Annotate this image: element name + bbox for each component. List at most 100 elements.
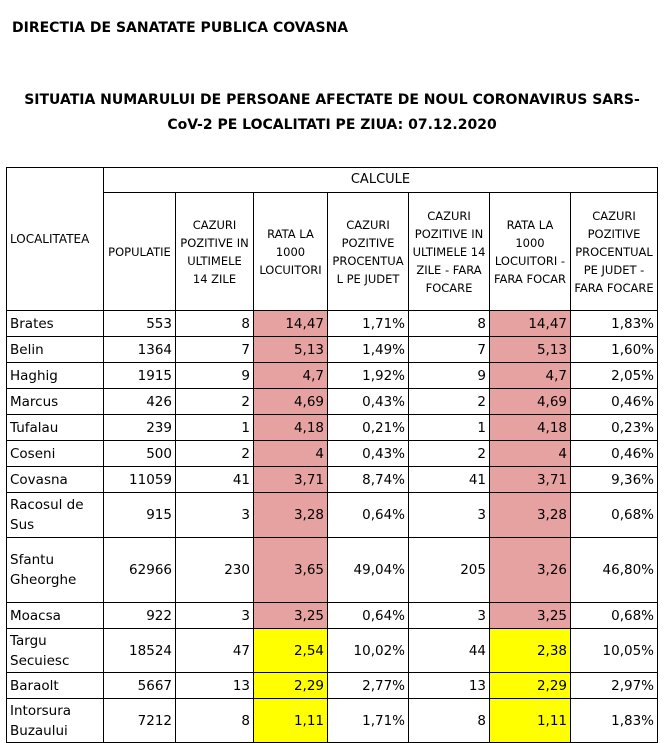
subtitle: SITUATIA NUMARULUI DE PERSOANE AFECTATE … — [0, 88, 664, 138]
cell: CAZURI POZITIVE IN ULTIMELE 14 ZILE — [175, 192, 254, 311]
cell: Coseni — [6, 440, 104, 467]
cell: Baraolt — [6, 672, 104, 699]
cell: 0,43% — [327, 388, 409, 415]
cell: 239 — [103, 414, 176, 441]
group-header-row: LOCALITATEA CALCULE — [6, 167, 658, 311]
cell: 18524 — [103, 628, 176, 673]
title: DIRECTIA DE SANATATE PUBLICA COVASNA — [12, 20, 349, 36]
cell: 5,13 — [489, 336, 571, 363]
cell: 4 — [253, 440, 328, 467]
cell: 4,18 — [489, 414, 571, 441]
cell: 3 — [408, 602, 490, 629]
cell: 1,11 — [253, 698, 328, 743]
cell: 2 — [175, 440, 254, 467]
cell: 0,43% — [327, 440, 409, 467]
cell: 3,28 — [489, 492, 571, 538]
cell: 2,05% — [570, 362, 658, 389]
subtitle-line: SITUATIA NUMARULUI DE PERSOANE AFECTATE … — [24, 92, 640, 108]
cell: 0,64% — [327, 602, 409, 629]
cell: Belin — [6, 336, 104, 363]
cell: 0,68% — [570, 492, 658, 538]
cell: Marcus — [6, 388, 104, 415]
cell: 1,71% — [327, 310, 409, 337]
cell: 10,05% — [570, 628, 658, 673]
cell: 14,47 — [489, 310, 571, 337]
data-row: Brates 553 8 14,47 1,71% 8 14,47 1,83% — [6, 310, 658, 337]
cell: 2,77% — [327, 672, 409, 699]
cell: 3 — [175, 492, 254, 538]
cell: 9 — [408, 362, 490, 389]
cell: 8,74% — [327, 466, 409, 493]
cell: 922 — [103, 602, 176, 629]
cell: Sfantu Gheorghe — [6, 537, 104, 603]
cell: 9 — [175, 362, 254, 389]
cell: 1 — [175, 414, 254, 441]
cell: Intorsura Buzaului — [6, 698, 104, 743]
cell: RATA LA 1000 LOCUITORI - FARA FOCAR — [489, 192, 571, 311]
cell: 3,28 — [253, 492, 328, 538]
cell: RATA LA 1000 LOCUITORI — [253, 192, 328, 311]
cell: LOCALITATEA — [6, 167, 104, 311]
cell: 1,11 — [489, 698, 571, 743]
cell: 0,21% — [327, 414, 409, 441]
cell: 62966 — [103, 537, 176, 603]
cell: 13 — [175, 672, 254, 699]
cell: 915 — [103, 492, 176, 538]
data-row: Haghig 1915 9 4,7 1,92% 9 4,7 2,05% — [6, 362, 658, 389]
cell: 3,25 — [253, 602, 328, 629]
cell: 1 — [408, 414, 490, 441]
cell: 3,25 — [489, 602, 571, 629]
cell: 8 — [408, 310, 490, 337]
cell: 8 — [175, 310, 254, 337]
data-row: Coseni 500 2 4 0,43% 2 4 0,46% — [6, 440, 658, 467]
cell: 41 — [408, 466, 490, 493]
cell: 1,60% — [570, 336, 658, 363]
cell: 2,29 — [253, 672, 328, 699]
cell: 5,13 — [253, 336, 328, 363]
cell: Brates — [6, 310, 104, 337]
cell: 2,54 — [253, 628, 328, 673]
cell: 1,71% — [327, 698, 409, 743]
data-row: Racosul de Sus 915 3 3,28 0,64% 3 3,28 0,68% — [6, 492, 658, 538]
cell: CALCULE — [103, 167, 658, 193]
data-row: Moacsa 922 3 3,25 0,64% 3 3,25 0,68% — [6, 602, 658, 629]
data-row: Tufalau 239 1 4,18 0,21% 1 4,18 0,23% — [6, 414, 658, 441]
cell: 500 — [103, 440, 176, 467]
cell: 0,46% — [570, 388, 658, 415]
cell: 9,36% — [570, 466, 658, 493]
header-row: POPULATIE CAZURI POZITIVE IN ULTIMELE 14 … — [7, 192, 658, 311]
cell: 3 — [408, 492, 490, 538]
cell: 4,7 — [489, 362, 571, 389]
cell: Covasna — [6, 466, 104, 493]
cell: 1,83% — [570, 310, 658, 337]
cell: 2,97% — [570, 672, 658, 699]
data-row: Covasna 11059 41 3,71 8,74% 41 3,71 9,36% — [6, 466, 658, 493]
cell: 0,68% — [570, 602, 658, 629]
cell: 0,46% — [570, 440, 658, 467]
cell: 2 — [408, 388, 490, 415]
cell: CAZURI POZITIVE PROCENTUA L PE JUDET — [327, 192, 409, 311]
cell: 3,26 — [489, 537, 571, 603]
cell: 1,83% — [570, 698, 658, 743]
cell: 8 — [175, 698, 254, 743]
cell: 1915 — [103, 362, 176, 389]
data-table: LOCALITATEA CALCULE POPULATIE CAZURI POZITI… — [6, 167, 658, 743]
subtitle-line: CoV-2 PE LOCALITATI PE ZIUA: 07.12.2020 — [167, 117, 497, 133]
cell: 4,69 — [489, 388, 571, 415]
data-row: Belin 1364 7 5,13 1,49% 7 5,13 1,60% — [6, 336, 658, 363]
cell: 205 — [408, 537, 490, 603]
cell: 2,38 — [489, 628, 571, 673]
cell: 3,71 — [253, 466, 328, 493]
cell: 0,64% — [327, 492, 409, 538]
cell: 11059 — [103, 466, 176, 493]
cell: Haghig — [6, 362, 104, 389]
cell: 3,65 — [253, 537, 328, 603]
cell: 7212 — [103, 698, 176, 743]
cell: 2,29 — [489, 672, 571, 699]
cell: 2 — [175, 388, 254, 415]
cell: 7 — [175, 336, 254, 363]
cell: 10,02% — [327, 628, 409, 673]
cell: 14,47 — [253, 310, 328, 337]
cell: 8 — [408, 698, 490, 743]
cell: 4,7 — [253, 362, 328, 389]
